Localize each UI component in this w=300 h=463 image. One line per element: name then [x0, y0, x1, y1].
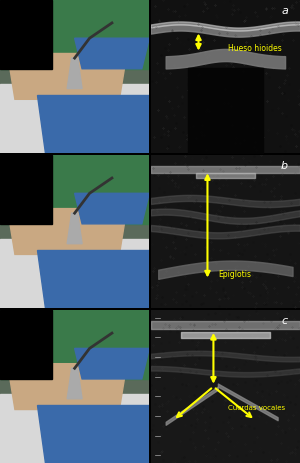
Polygon shape: [67, 58, 82, 88]
Polygon shape: [0, 239, 149, 308]
Polygon shape: [67, 213, 82, 244]
Polygon shape: [75, 348, 149, 379]
Polygon shape: [75, 38, 149, 69]
Bar: [0, 0, 52, 69]
Text: Cuerdas vocales: Cuerdas vocales: [228, 405, 286, 411]
Polygon shape: [8, 208, 127, 255]
Text: b: b: [281, 161, 288, 171]
Polygon shape: [0, 155, 149, 224]
Text: Epiglotis: Epiglotis: [218, 270, 251, 279]
Bar: [0, 310, 52, 379]
Text: Hueso hioides: Hueso hioides: [228, 44, 282, 53]
Text: c: c: [282, 316, 288, 326]
Polygon shape: [0, 310, 149, 379]
Polygon shape: [8, 54, 127, 100]
Polygon shape: [37, 405, 149, 463]
Polygon shape: [0, 394, 149, 463]
Text: a: a: [281, 6, 288, 16]
Polygon shape: [75, 193, 149, 224]
Polygon shape: [67, 368, 82, 399]
Bar: [0, 155, 52, 224]
Polygon shape: [0, 84, 149, 153]
Polygon shape: [37, 250, 149, 308]
Polygon shape: [0, 0, 149, 69]
Polygon shape: [37, 95, 149, 153]
Polygon shape: [8, 363, 127, 409]
